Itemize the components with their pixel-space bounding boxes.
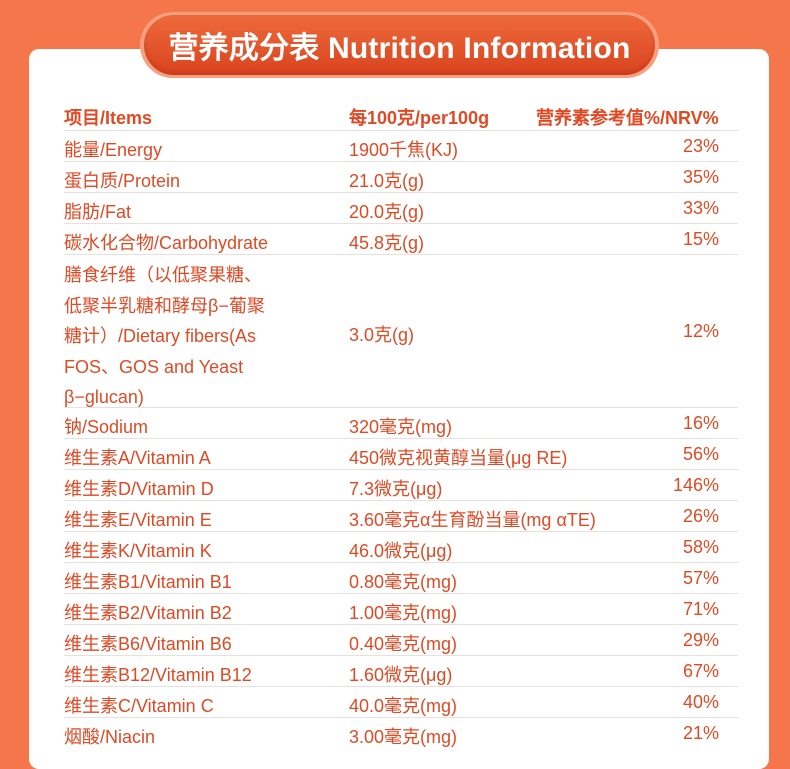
row-nrv: 71% [682,599,719,619]
row-item: 能量/Energy [64,140,163,160]
row-nrv: 40% [682,692,719,712]
table-row: 维生素B12/Vitamin B12 1.60微克(μg) 67% [64,655,738,686]
row-item: 脂肪/Fat [64,202,132,222]
table-row: 维生素B6/Vitamin B6 0.40毫克(mg) 29% [64,624,738,655]
row-amount: 3.00毫克(mg) [349,727,458,747]
row-nrv: 33% [682,198,719,218]
row-item: 维生素D/Vitamin D [64,479,214,499]
row-item: 维生素B2/Vitamin B2 [64,603,232,623]
row-nrv: 58% [682,537,719,557]
table-row-dietary-fiber: 膳食纤维（以低聚果糖、 低聚半乳糖和酵母β−葡聚 糖计）/Dietary fib… [64,254,738,407]
nutrition-table: 项目/Items 每100克/per100g 营养素参考值%/NRV% 能量/E… [64,98,738,748]
row-nrv: 12% [682,321,719,341]
row-item: 维生素E/Vitamin E [64,510,212,530]
row-item: 维生素C/Vitamin C [64,696,214,716]
fiber-label-line: 膳食纤维（以低聚果糖、 [64,265,262,285]
table-row: 能量/Energy 1900千焦(KJ) 23% [64,130,738,161]
row-amount: 21.0克(g) [349,171,425,191]
row-amount: 450微克视黄醇当量(μg RE) [349,448,568,468]
table-row: 钠/Sodium 320毫克(mg) 16% [64,407,738,438]
row-nrv: 35% [682,167,719,187]
row-nrv: 23% [682,136,719,156]
nutrition-card [29,49,769,769]
row-nrv: 67% [682,661,719,681]
fiber-label-line: 糖计）/Dietary fibers(As [64,326,257,346]
fiber-label-line: β−glucan) [64,387,144,407]
row-item: 膳食纤维（以低聚果糖、 低聚半乳糖和酵母β−葡聚 糖计）/Dietary fib… [64,260,294,413]
row-nrv: 29% [682,630,719,650]
row-amount: 0.80毫克(mg) [349,572,458,592]
table-row: 维生素C/Vitamin C 40.0毫克(mg) 40% [64,686,738,717]
table-row: 烟酸/Niacin 3.00毫克(mg) 21% [64,717,738,748]
row-amount: 1.00毫克(mg) [349,603,458,623]
row-amount: 3.60毫克α生育酚当量(mg αTE) [349,510,596,530]
fiber-label-line: 低聚半乳糖和酵母β−葡聚 [64,295,265,316]
table-header: 项目/Items 每100克/per100g 营养素参考值%/NRV% [64,98,738,130]
header-nrv: 营养素参考值%/NRV% [536,108,719,128]
row-amount: 7.3微克(μg) [349,479,443,499]
row-item: 蛋白质/Protein [64,171,181,191]
fiber-label-line: FOS、GOS and Yeast [64,356,244,377]
row-nrv: 15% [682,229,719,249]
row-item: 碳水化合物/Carbohydrate [64,233,269,253]
row-amount: 46.0微克(μg) [349,541,453,561]
title-banner: 营养成分表 Nutrition Information [144,15,655,75]
row-nrv: 26% [682,506,719,526]
table-row: 维生素E/Vitamin E 3.60毫克α生育酚当量(mg αTE) 26% [64,500,738,531]
table-row: 维生素A/Vitamin A 450微克视黄醇当量(μg RE) 56% [64,438,738,469]
row-amount: 45.8克(g) [349,233,425,253]
row-item: 维生素B6/Vitamin B6 [64,634,232,654]
row-amount: 320毫克(mg) [349,417,453,437]
row-amount: 1.60微克(μg) [349,665,453,685]
row-nrv: 57% [682,568,719,588]
row-amount: 1900千焦(KJ) [349,140,459,160]
row-amount: 3.0克(g) [349,325,415,345]
header-items: 项目/Items [64,108,153,128]
row-item: 钠/Sodium [64,417,149,437]
row-nrv: 146% [672,475,719,495]
row-amount: 20.0克(g) [349,202,425,222]
row-nrv: 21% [682,723,719,743]
row-item: 维生素A/Vitamin A [64,448,211,468]
row-item: 烟酸/Niacin [64,727,156,747]
table-row: 维生素B1/Vitamin B1 0.80毫克(mg) 57% [64,562,738,593]
header-amount: 每100克/per100g [349,108,490,128]
row-amount: 40.0毫克(mg) [349,696,458,716]
row-item: 维生素K/Vitamin K [64,541,212,561]
row-amount: 0.40毫克(mg) [349,634,458,654]
row-item: 维生素B1/Vitamin B1 [64,572,232,592]
row-nrv: 16% [682,413,719,433]
table-row: 碳水化合物/Carbohydrate 45.8克(g) 15% [64,223,738,254]
table-row: 维生素K/Vitamin K 46.0微克(μg) 58% [64,531,738,562]
table-row: 维生素D/Vitamin D 7.3微克(μg) 146% [64,469,738,500]
table-row: 蛋白质/Protein 21.0克(g) 35% [64,161,738,192]
table-row: 脂肪/Fat 20.0克(g) 33% [64,192,738,223]
table-row: 维生素B2/Vitamin B2 1.00毫克(mg) 71% [64,593,738,624]
row-nrv: 56% [682,444,719,464]
page-title: 营养成分表 Nutrition Information [168,32,631,65]
row-item: 维生素B12/Vitamin B12 [64,665,252,685]
